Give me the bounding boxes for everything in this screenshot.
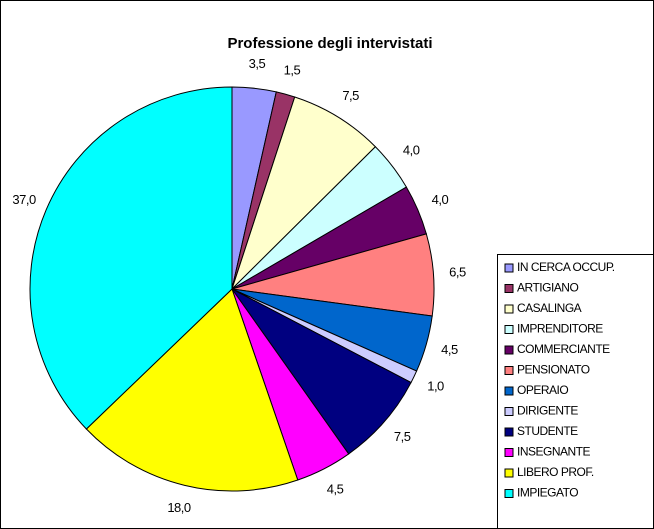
legend-swatch [504, 407, 514, 416]
legend-label: IMPRENDITORE [517, 322, 603, 336]
legend-label: LIBERO PROF. [517, 465, 594, 479]
data-label: 37,0 [12, 192, 36, 207]
legend-label: OPERAIO [517, 383, 568, 397]
data-label: 4,5 [327, 482, 344, 497]
legend-box [497, 254, 654, 529]
legend-swatch [504, 304, 514, 314]
legend-swatch [504, 263, 514, 273]
pie-slice [85, 288, 299, 492]
legend-label: DIRIGENTE [517, 404, 578, 418]
legend-label: INSEGNANTE [517, 445, 591, 459]
legend-label: STUDENTE [517, 424, 578, 438]
data-label: 4,5 [441, 342, 458, 357]
data-label: 1,0 [427, 379, 444, 394]
pie-slice [29, 86, 233, 430]
data-label: 18,0 [167, 500, 191, 515]
data-label: 1,5 [284, 63, 301, 78]
legend-label: IMPIEGATO [517, 486, 578, 500]
legend-swatch [504, 427, 514, 437]
data-label: 6,5 [449, 264, 466, 279]
data-label: 3,5 [249, 56, 266, 71]
chart-title: Professione degli intervistati [227, 35, 432, 52]
pie-slice [231, 96, 377, 290]
legend-swatch [504, 468, 514, 478]
data-label: 4,0 [432, 192, 449, 207]
data-label: 7,5 [342, 88, 359, 103]
legend-label: IN CERCA OCCUP. [517, 260, 615, 274]
legend-label: PENSIONATO [517, 363, 590, 377]
legend-swatch [504, 489, 514, 498]
legend-swatch [504, 284, 514, 293]
legend-swatch [504, 345, 514, 355]
pie-slice [231, 288, 412, 455]
legend-label: ARTIGIANO [517, 281, 578, 295]
legend-label: CASALINGA [517, 301, 582, 315]
legend-swatch [504, 448, 514, 457]
legend-swatch [504, 366, 514, 375]
legend-label: COMMERCIANTE [517, 342, 610, 356]
data-label: 7,5 [394, 429, 411, 444]
legend-swatch [504, 386, 514, 396]
data-label: 4,0 [403, 143, 420, 158]
legend-swatch [504, 325, 514, 334]
